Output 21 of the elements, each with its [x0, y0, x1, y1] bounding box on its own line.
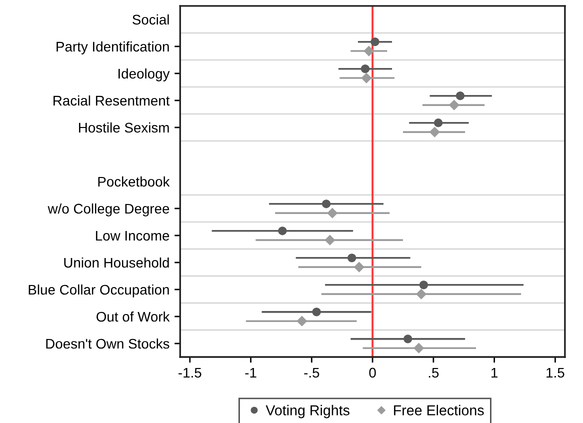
y-tick-label: Racial Resentment [54, 95, 170, 106]
x-tick-label: 1 [492, 368, 498, 378]
y-tick-label: Blue Collar Occupation [28, 284, 169, 298]
legend-label: Free Elections [394, 404, 484, 416]
y-tick-label: Doesn't Own Stocks [46, 338, 170, 349]
x-tick-label: -1 [245, 368, 256, 378]
y-tick-label: Party Identification [56, 41, 169, 54]
y-tick-label: Out of Work [96, 311, 170, 322]
y-tick-label: Union Household [64, 257, 169, 268]
x-tick-label: -1.5 [178, 368, 202, 378]
y-tick-label: Ideology [118, 68, 170, 82]
y-tick-label: Pocketbook [98, 176, 170, 187]
legend-label: Voting Rights [266, 404, 350, 418]
y-tick-label: Hostile Sexism [79, 122, 169, 133]
y-tick-label: Low Income [96, 230, 170, 241]
x-tick-label: -.5 [304, 368, 320, 378]
x-tick-label: 0 [369, 368, 376, 378]
y-tick-label: Social [132, 14, 169, 25]
x-tick-label: 1.5 [546, 368, 564, 378]
x-tick-label: .5 [428, 368, 439, 378]
y-tick-label: w/o College Degree [48, 203, 170, 216]
